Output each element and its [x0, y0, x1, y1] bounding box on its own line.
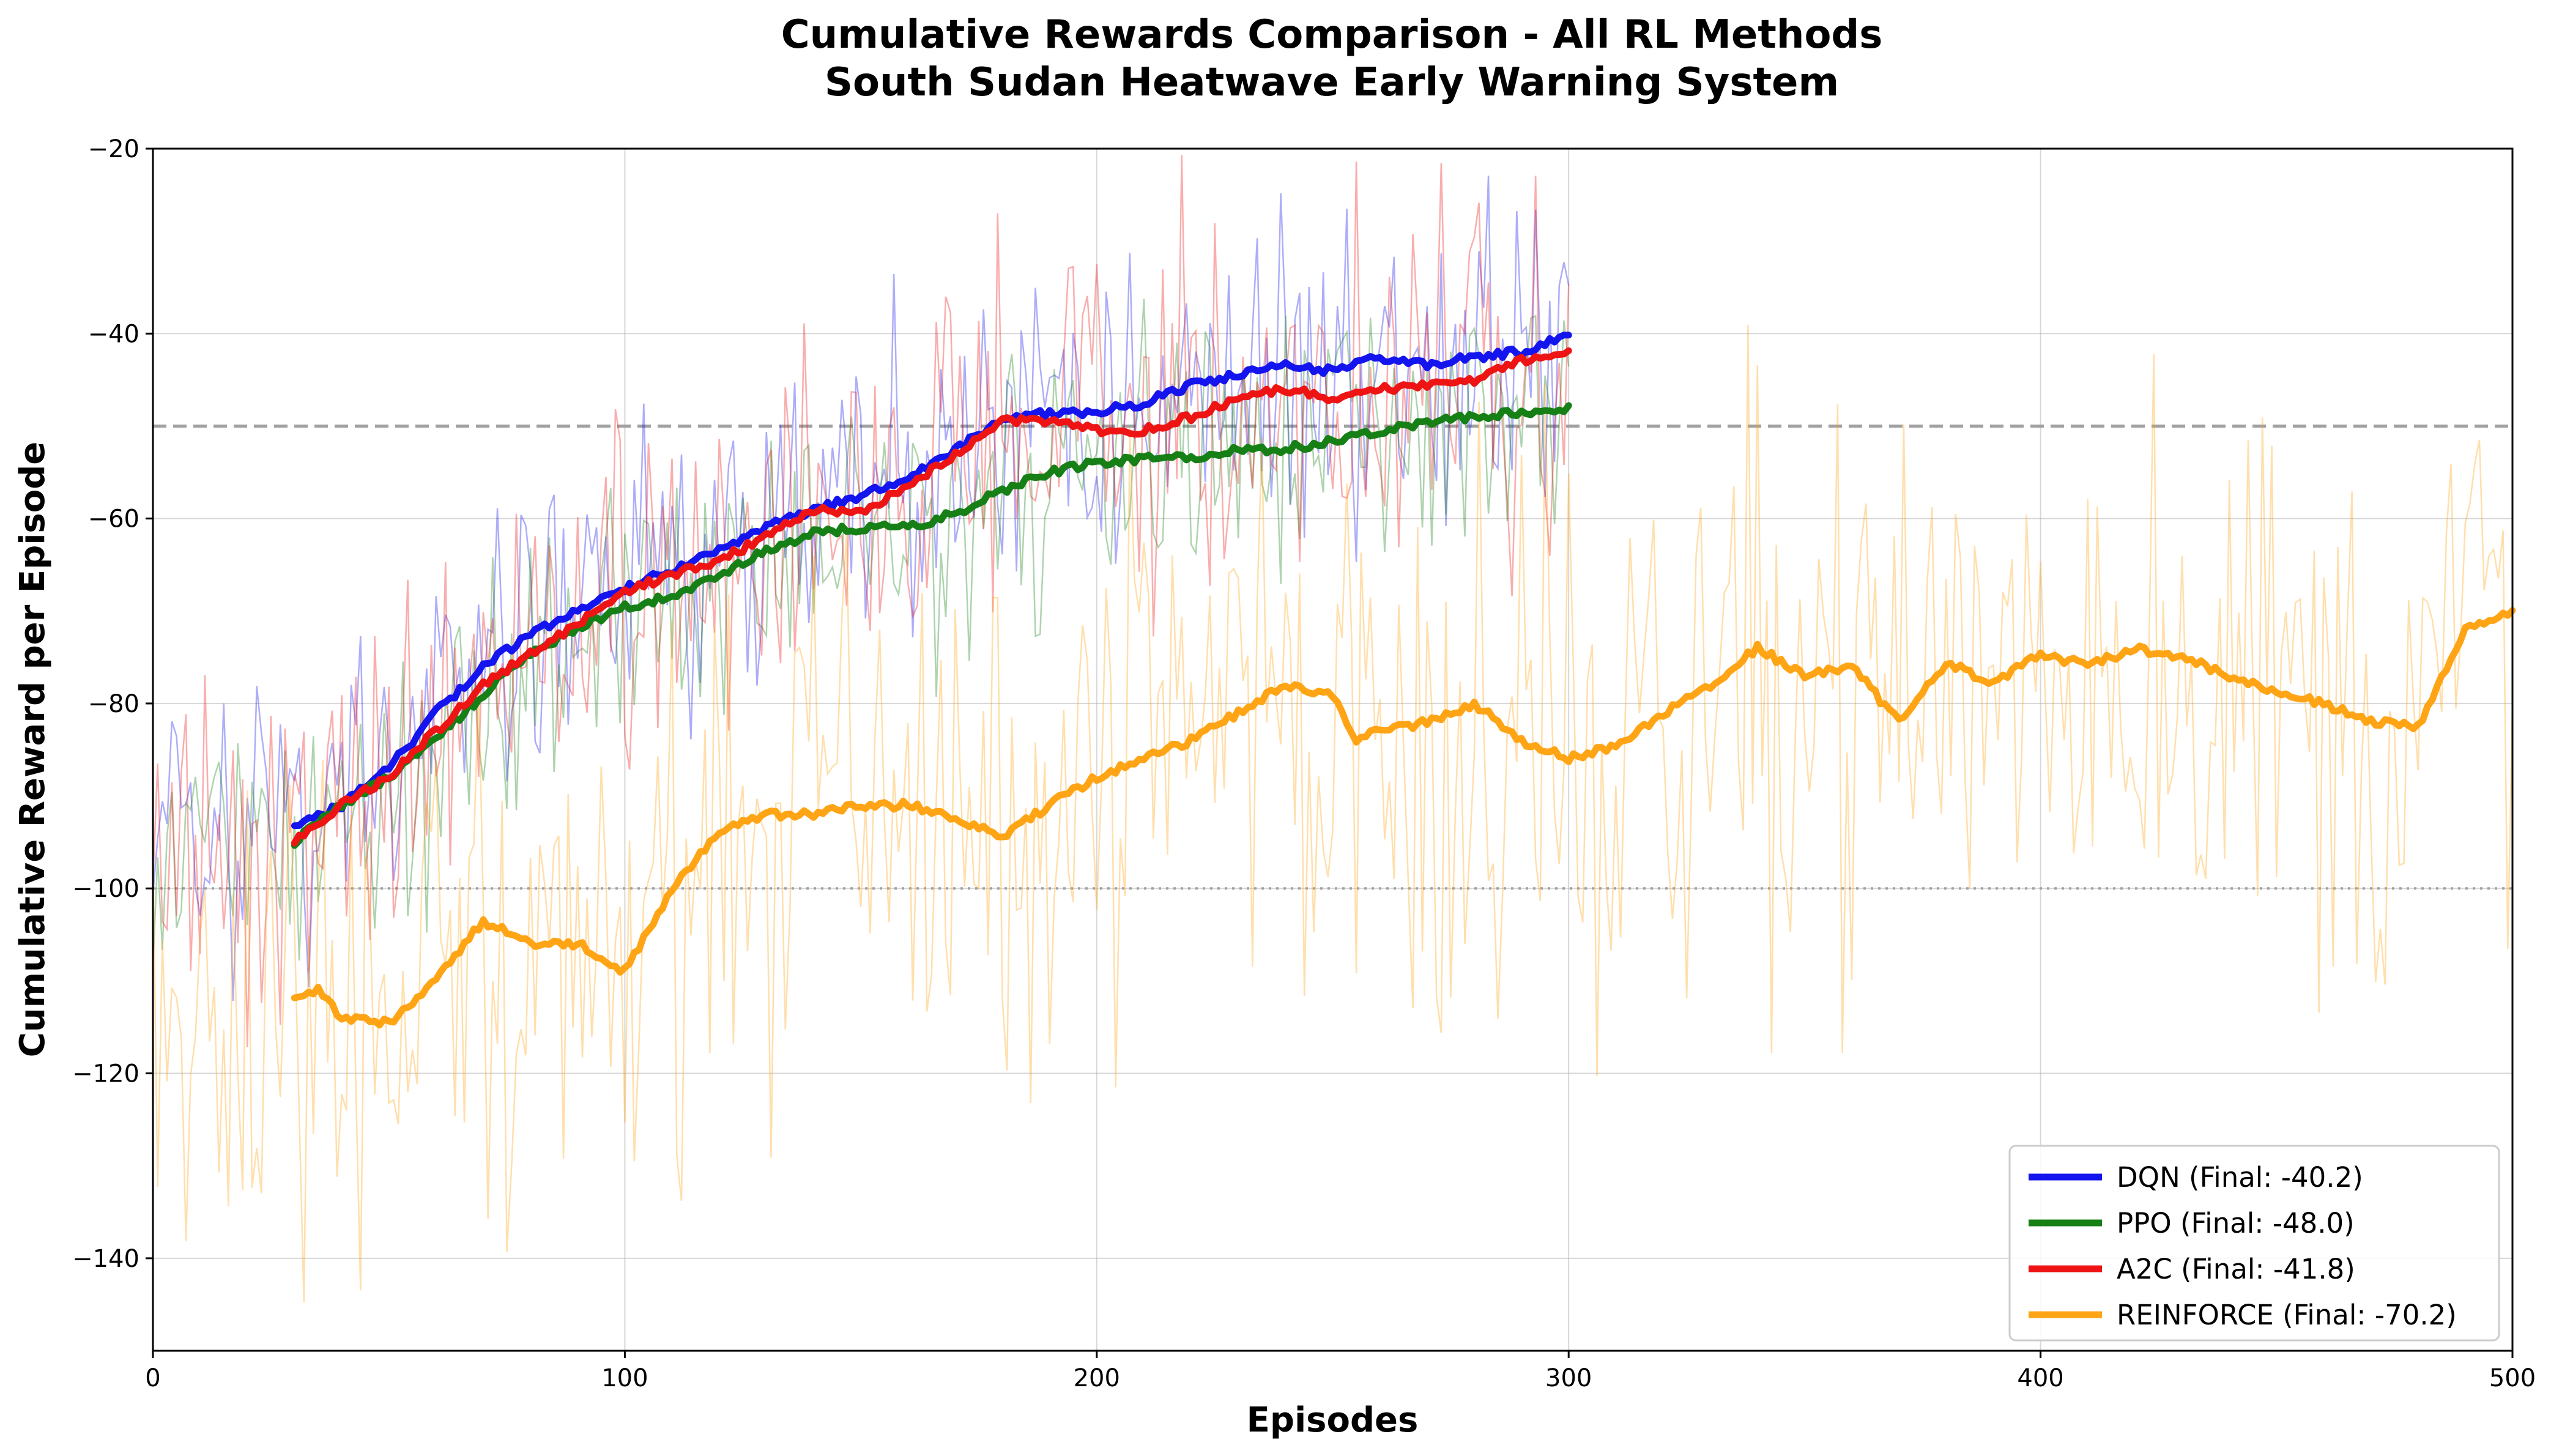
y-tick-label: −120 [72, 1060, 139, 1088]
legend-box [2008, 1145, 2500, 1342]
legend-label-1: PPO (Final: -48.0) [2117, 1207, 2355, 1239]
smoothed-line-series-3 [291, 607, 2516, 1029]
legend-label-3: REINFORCE (Final: -70.2) [2117, 1299, 2457, 1331]
raw-line-series-3 [152, 325, 2514, 1302]
x-tick-label: 200 [1074, 1364, 1120, 1392]
smoothed-line-series-0 [291, 332, 1572, 830]
plot-frame [152, 147, 2514, 1352]
reference-lines [153, 424, 2512, 890]
y-axis-ticks: −20 −40 −60 −80 −100 −120 −140 [72, 135, 153, 1273]
raw-line-series-0 [152, 176, 1570, 1001]
raw-line-series-2 [152, 155, 1570, 1047]
raw-episode-lines [152, 155, 2514, 1302]
smoothed-line-series-2 [291, 347, 1572, 847]
x-tick-label: 0 [145, 1364, 160, 1392]
x-axis-ticks: 0 100 200 300 400 500 [145, 1351, 2536, 1392]
y-tick-label: −100 [72, 875, 139, 903]
x-tick-label: 500 [2489, 1364, 2536, 1392]
legend: DQN (Final: -40.2) PPO (Final: -48.0) A2C … [2008, 1145, 2500, 1342]
y-tick-label: −40 [88, 320, 139, 348]
legend-label-2: A2C (Final: -41.8) [2117, 1253, 2355, 1285]
chart-title: Cumulative Rewards Comparison - All RL M… [781, 12, 1883, 58]
y-tick-label: −60 [88, 505, 139, 533]
x-tick-label: 300 [1545, 1364, 1592, 1392]
x-tick-label: 400 [2017, 1364, 2063, 1392]
x-tick-label: 100 [601, 1364, 648, 1392]
y-tick-label: −140 [72, 1245, 139, 1273]
y-tick-label: −80 [88, 690, 139, 718]
y-axis-label: Cumulative Reward per Episode [13, 442, 53, 1058]
smoothed-lines [291, 332, 2516, 1029]
y-tick-label: −20 [88, 135, 139, 163]
x-axis-label: Episodes [1247, 1400, 1419, 1440]
legend-label-0: DQN (Final: -40.2) [2117, 1161, 2363, 1194]
chart-subtitle: South Sudan Heatwave Early Warning Syste… [825, 60, 1839, 105]
